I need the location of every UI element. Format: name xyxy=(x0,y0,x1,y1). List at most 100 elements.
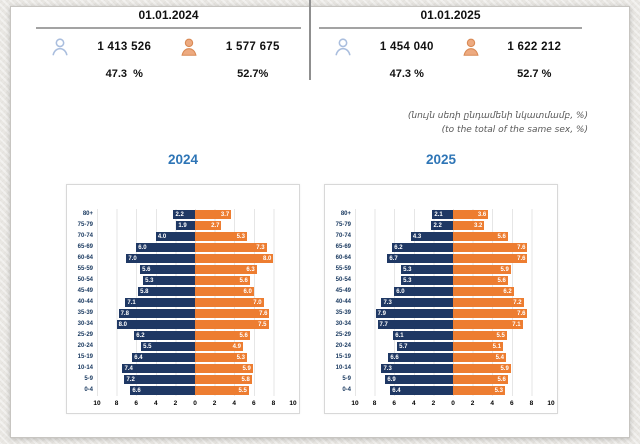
bar-male: 7.8 xyxy=(118,309,195,318)
pyramid-row: 0-4 6.6 5.5 xyxy=(84,385,293,396)
date-label: 01.01.2025 xyxy=(420,8,481,22)
age-label: 15-19 xyxy=(335,354,351,360)
bar-male: 4.3 xyxy=(410,232,453,241)
age-label: 35-39 xyxy=(335,310,351,316)
female-percent: 52.7 % xyxy=(517,68,552,80)
bar-male-value: 7.7 xyxy=(379,322,388,328)
female-percent: 52.7% xyxy=(237,68,269,80)
pyramid-plot-area: 80+ 2.1 3.6 75-79 2.2 3.2 70-74 4.3 5.6 65-69 6.2 7… xyxy=(336,209,551,396)
pyramid-row: 60-64 6.7 7.6 xyxy=(336,253,551,264)
bar-male-value: 1.9 xyxy=(178,223,187,229)
bar-male: 7.4 xyxy=(122,364,195,373)
bar-male-value: 8.0 xyxy=(118,322,127,328)
bar-male: 8.0 xyxy=(116,320,195,329)
bar-male-value: 7.8 xyxy=(120,311,129,317)
age-label: 65-69 xyxy=(77,244,93,250)
bar-female-value: 5.3 xyxy=(236,355,245,361)
bar-female-value: 5.6 xyxy=(239,333,248,339)
bar-male-value: 5.3 xyxy=(145,278,154,284)
bar-female-value: 7.1 xyxy=(512,322,521,328)
pyramid-row: 5-9 7.2 5.8 xyxy=(84,374,293,385)
bar-female-value: 7.6 xyxy=(259,311,268,317)
pyramid-row: 15-19 6.6 5.4 xyxy=(336,352,551,363)
bar-male-value: 6.0 xyxy=(396,289,405,295)
bar-female: 7.0 xyxy=(195,298,264,307)
bar-male-value: 4.0 xyxy=(157,234,167,240)
axis-tick-label: 8 xyxy=(529,400,534,407)
bar-female: 5.8 xyxy=(195,375,252,384)
bar-female-value: 4.9 xyxy=(232,344,242,350)
date-label: 01.01.2024 xyxy=(138,8,199,22)
pyramid-row: 80+ 2.1 3.6 xyxy=(341,209,551,220)
bar-female-value: 7.0 xyxy=(253,300,262,306)
summary-column-2025: 01.01.2025 1 454 040 1 622 212 47.3 % 52… xyxy=(309,0,590,80)
chart-title: 2024 xyxy=(167,152,199,167)
bar-male: 5.3 xyxy=(401,265,453,274)
note-line-armenian: (նույն սեռի ընդամենի նկատմամբ, %) xyxy=(407,111,588,121)
age-label: 0-4 xyxy=(84,387,93,393)
bar-male: 5.3 xyxy=(401,276,453,285)
bar-female: 5.6 xyxy=(453,375,508,384)
male-count: 1 413 526 xyxy=(97,41,152,53)
axis-tick-label: 10 xyxy=(289,400,297,407)
bar-female: 5.5 xyxy=(195,386,249,395)
bar-male-value: 7.9 xyxy=(377,311,386,317)
age-label: 75-79 xyxy=(335,222,351,228)
male-icon xyxy=(52,38,68,56)
female-count: 1 577 675 xyxy=(225,41,280,53)
chart-note: (նույն սեռի ընդամենի նկատմամբ, %) (to th… xyxy=(408,110,588,138)
pyramid-row: 40-44 7.3 7.2 xyxy=(336,297,551,308)
bar-female-value: 7.2 xyxy=(513,300,522,306)
bar-female-value: 5.9 xyxy=(242,366,251,372)
age-label: 75-79 xyxy=(77,222,93,228)
pyramid-row: 10-14 7.3 5.9 xyxy=(336,363,551,374)
axis-tick-label: 2 xyxy=(470,400,475,407)
bar-male-value: 5.5 xyxy=(143,344,152,350)
bar-female: 5.9 xyxy=(453,265,511,274)
bar-female-value: 7.6 xyxy=(517,256,526,262)
age-label: 30-34 xyxy=(77,321,93,327)
bar-male: 6.6 xyxy=(388,353,453,362)
bar-male: 7.3 xyxy=(381,298,453,307)
axis-tick-label: 2 xyxy=(431,400,436,407)
age-label: 45-49 xyxy=(335,288,351,294)
counts-row: 1 454 040 1 622 212 xyxy=(315,29,586,58)
age-label: 0-4 xyxy=(342,387,351,393)
bar-female: 5.5 xyxy=(453,331,507,340)
pyramid-row: 10-14 7.4 5.9 xyxy=(78,363,293,374)
female-count: 1 622 212 xyxy=(507,41,562,53)
bar-female-value: 6.2 xyxy=(503,289,512,295)
pyramid-row: 30-34 7.7 7.1 xyxy=(336,319,551,330)
bar-female: 7.6 xyxy=(453,243,528,252)
bar-female: 5.9 xyxy=(453,364,511,373)
bar-female: 5.6 xyxy=(195,276,250,285)
axis-tick-label: 8 xyxy=(372,400,377,407)
bar-male: 5.3 xyxy=(143,276,195,285)
bar-male-value: 2.2 xyxy=(175,212,184,218)
bar-female-value: 5.3 xyxy=(236,234,245,240)
pyramid-row: 50-54 5.3 5.6 xyxy=(78,275,293,286)
bar-male-value: 7.2 xyxy=(126,377,135,383)
female-icon xyxy=(462,38,479,56)
bar-female: 5.3 xyxy=(453,386,505,395)
pyramid-row: 20-24 5.7 5.1 xyxy=(336,341,551,352)
age-label: 5-9 xyxy=(84,376,93,382)
bar-female-value: 8.0 xyxy=(263,256,272,262)
pyramid-row: 45-49 5.8 6.0 xyxy=(78,286,293,297)
female-icon xyxy=(180,38,197,56)
age-label: 40-44 xyxy=(77,299,93,305)
bar-female: 5.3 xyxy=(195,353,247,362)
bar-male: 6.4 xyxy=(132,353,195,362)
bar-male-value: 2.1 xyxy=(434,212,443,218)
bar-male-value: 7.4 xyxy=(124,366,133,372)
age-label: 10-14 xyxy=(335,365,351,371)
percent-row: 47.3 % 52.7% xyxy=(32,58,305,80)
age-label: 80+ xyxy=(82,211,93,217)
divider xyxy=(36,27,301,29)
age-label: 55-59 xyxy=(77,266,93,272)
pyramid-row: 45-49 6.0 6.2 xyxy=(336,286,551,297)
bar-female-value: 5.5 xyxy=(238,388,247,394)
bar-male-value: 6.4 xyxy=(392,388,401,394)
pyramid-plot-area: 80+ 2.2 3.7 75-79 1.9 2.7 70-74 4.0 5.3 65-69 6.0 7… xyxy=(78,209,293,396)
pyramid-row: 25-29 6.1 5.5 xyxy=(336,330,551,341)
